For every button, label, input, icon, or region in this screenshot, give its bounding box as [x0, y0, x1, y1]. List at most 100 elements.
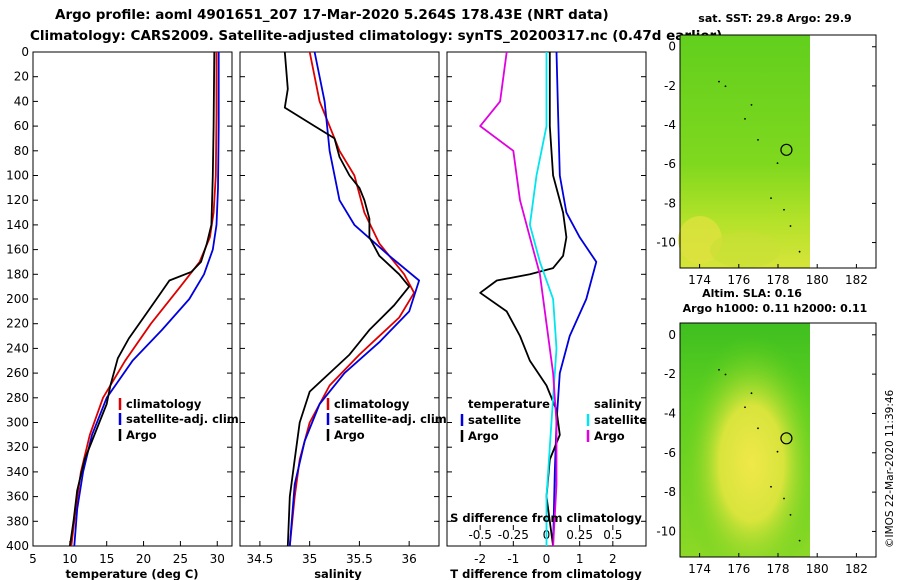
- series-line-argo: [283, 51, 411, 547]
- island-dot: [744, 406, 746, 409]
- x-tick-label: -2: [474, 552, 486, 566]
- island-dot: [718, 368, 720, 371]
- depth-axis: 0 20 40 60 80 100 120 140 160 180 200 220 240 260 280 3…: [6, 45, 232, 553]
- island-dot: [789, 225, 792, 227]
- map-y-tick-label: -10: [656, 524, 676, 538]
- map-x-tick-label: 182: [845, 562, 868, 576]
- x-tick-label: 36: [402, 552, 417, 566]
- island-dot: [798, 250, 801, 253]
- y-tick-label: 400: [6, 539, 29, 553]
- y-tick-label: 200: [6, 292, 29, 306]
- legend-title-temperature: temperature: [468, 397, 550, 411]
- island-dot: [724, 373, 727, 376]
- y-tick-label: 0: [21, 45, 29, 59]
- x-tick-label: 30: [210, 552, 225, 566]
- y-tick-label: 120: [6, 193, 29, 207]
- legend-label-temp-argo: Argo: [468, 429, 499, 443]
- x-tick-label: 35: [302, 552, 317, 566]
- sst-map-axes: 174 176 178 180 182 0 -2 -4 -6 -8 -10: [656, 40, 876, 287]
- title-line-2: Climatology: CARS2009. Satellite-adjuste…: [30, 28, 722, 44]
- salinity-legend: climatology satellite-adj. clim. Argo: [326, 397, 451, 442]
- legend-label-temp-satellite: satellite: [468, 413, 521, 427]
- island-dot: [770, 485, 772, 488]
- y-tick-label: 20: [14, 70, 29, 84]
- temperature-panel: 0 20 40 60 80 100 120 140 160 180 200 220 240 260 280 3…: [6, 45, 243, 580]
- sla-map: Altim. SLA: 0.16 Argo h1000: 0.11 h2000:…: [656, 287, 877, 576]
- top-x-tick-label: 0.25: [566, 528, 593, 542]
- x-tick-label: 25: [173, 552, 188, 566]
- map-y-tick-label: 0: [668, 40, 676, 54]
- map-y-tick-label: 0: [668, 328, 676, 342]
- y-tick-label: 340: [6, 465, 29, 479]
- sst-map: sat. SST: 29.8 Argo: 29.9 174 176 178 180 18…: [656, 12, 877, 287]
- map-y-tick-label: -6: [664, 157, 676, 171]
- y-tick-label: 300: [6, 416, 29, 430]
- series-line-argo: [69, 51, 216, 547]
- series-line-salinity-satellite: [529, 52, 558, 546]
- y-tick-label: 380: [6, 514, 29, 528]
- island-dot: [783, 208, 785, 211]
- map-x-tick-label: 180: [806, 273, 829, 287]
- top-x-tick-label: -0.25: [498, 528, 529, 542]
- island-dot: [789, 513, 792, 516]
- x-tick-label: 15: [99, 552, 114, 566]
- y-tick-label: 360: [6, 490, 29, 504]
- y-tick-label: 240: [6, 341, 29, 355]
- sla-map-title-2: Argo h1000: 0.11 h2000: 0.11: [683, 302, 868, 315]
- difference-series: [479, 51, 598, 547]
- map-x-tick-label: 178: [767, 562, 790, 576]
- y-tick-label: 280: [6, 391, 29, 405]
- map-y-tick-label: -10: [656, 236, 676, 250]
- y-tick-label: 40: [14, 94, 29, 108]
- difference-panel: -2 -1 0 1 2 -0.5 -0.25 0 0.25 0.5 T difference f…: [446, 51, 647, 580]
- series-line-salinity-argo: [479, 51, 558, 547]
- y-tick-label: 320: [6, 440, 29, 454]
- island-dot: [750, 392, 753, 395]
- y-tick-label: 60: [14, 119, 29, 133]
- y-tick-label: 180: [6, 267, 29, 281]
- temperature-legend: climatology satellite-adj. clim. Argo: [118, 397, 243, 442]
- island-dot: [770, 197, 772, 200]
- sla-map-axes: 174 176 178 180 182 0 -2 -4 -6 -8 -10: [656, 328, 876, 576]
- x-tick-label: 35.5: [346, 552, 373, 566]
- series-line-temperature-argo: [479, 52, 568, 547]
- map-y-tick-label: -2: [664, 367, 676, 381]
- map-x-tick-label: 176: [727, 273, 750, 287]
- sla-map-title-1: Altim. SLA: 0.16: [702, 287, 802, 300]
- y-tick-label: 80: [14, 144, 29, 158]
- island-dot: [757, 427, 759, 430]
- legend-label-sal-argo: Argo: [594, 429, 625, 443]
- sst-map-warm-patch: [710, 232, 780, 268]
- island-dot: [798, 539, 801, 542]
- salinity-axis: 34.5 35 35.5 36: [240, 51, 439, 566]
- map-x-tick-label: 174: [688, 562, 711, 576]
- y-tick-label: 220: [6, 317, 29, 331]
- sla-map-islands: [718, 368, 801, 542]
- map-y-tick-label: -2: [664, 79, 676, 93]
- y-tick-label: 100: [6, 169, 29, 183]
- temperature-axis: 5 10 15 20 25 30: [29, 541, 225, 566]
- sst-map-islands: [718, 80, 801, 253]
- y-tick-label: 140: [6, 218, 29, 232]
- x-tick-label: 1: [576, 552, 584, 566]
- salinity-xlabel: salinity: [314, 567, 362, 580]
- map-x-tick-label: 174: [688, 273, 711, 287]
- x-tick-label: 5: [29, 552, 37, 566]
- temperature-xlabel: temperature (deg C): [65, 567, 198, 580]
- x-tick-label: 34.5: [247, 552, 274, 566]
- legend-label-satellite: satellite-adj. clim.: [126, 412, 243, 426]
- island-dot: [757, 138, 759, 141]
- y-tick-label: 260: [6, 366, 29, 380]
- y-tick-label: 160: [6, 243, 29, 257]
- map-y-tick-label: -6: [664, 446, 676, 460]
- island-dot: [744, 117, 746, 120]
- t-difference-xlabel: T difference from climatology: [450, 567, 642, 580]
- s-difference-xlabel: S difference from climatology: [450, 511, 642, 525]
- map-y-tick-label: -4: [664, 118, 676, 132]
- x-tick-label: 10: [62, 552, 77, 566]
- argo-position-marker: [780, 143, 793, 156]
- map-x-tick-label: 180: [806, 562, 829, 576]
- island-dot: [776, 450, 779, 453]
- legend-label-argo: Argo: [334, 428, 365, 442]
